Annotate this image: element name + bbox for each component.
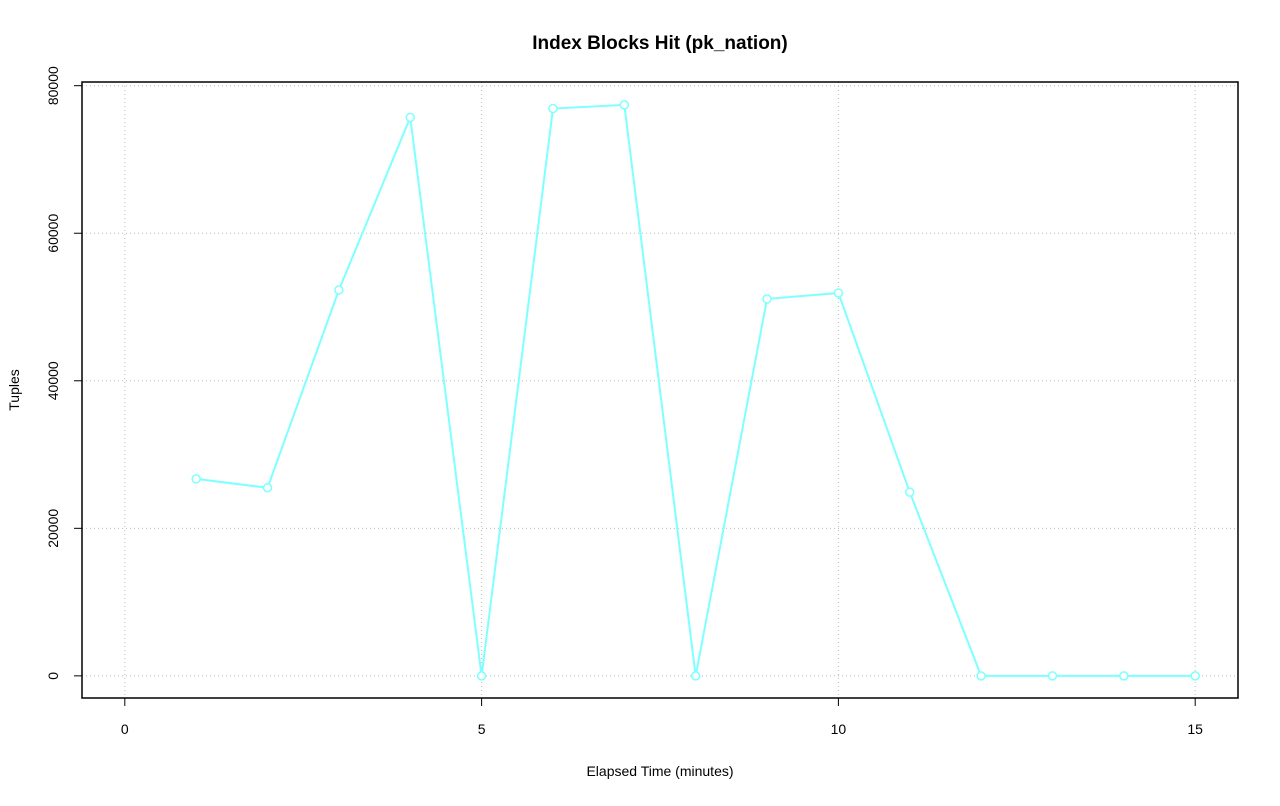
data-point: [690, 671, 701, 681]
x-tick-label: 5: [478, 721, 486, 737]
data-point: [1190, 671, 1200, 681]
plot-frame: [81, 81, 1239, 699]
data-point: [1047, 671, 1058, 681]
data-point: [762, 294, 772, 304]
data-point: [548, 103, 558, 114]
y-tick-label: 80000: [45, 66, 61, 105]
x-tick-label: 0: [121, 721, 129, 737]
data-point: [191, 474, 201, 484]
y-tick-label: 0: [45, 672, 61, 680]
data-point: [334, 285, 344, 295]
x-tick-label: 10: [831, 721, 847, 737]
data-point: [976, 671, 986, 681]
data-point: [833, 288, 844, 298]
data-point: [405, 112, 415, 123]
y-tick-label: 40000: [45, 361, 61, 400]
data-point: [262, 482, 273, 493]
x-axis-label: Elapsed Time (minutes): [586, 763, 733, 779]
data-point: [1119, 671, 1129, 681]
data-point: [476, 671, 487, 681]
data-point: [619, 100, 630, 110]
data-point: [905, 487, 915, 497]
y-tick-label: 20000: [45, 509, 61, 548]
x-tick-label: 15: [1187, 721, 1203, 737]
y-tick-label: 60000: [45, 214, 61, 253]
y-axis-label: Tuples: [6, 369, 22, 411]
chart-title: Index Blocks Hit (pk_nation): [532, 33, 787, 54]
